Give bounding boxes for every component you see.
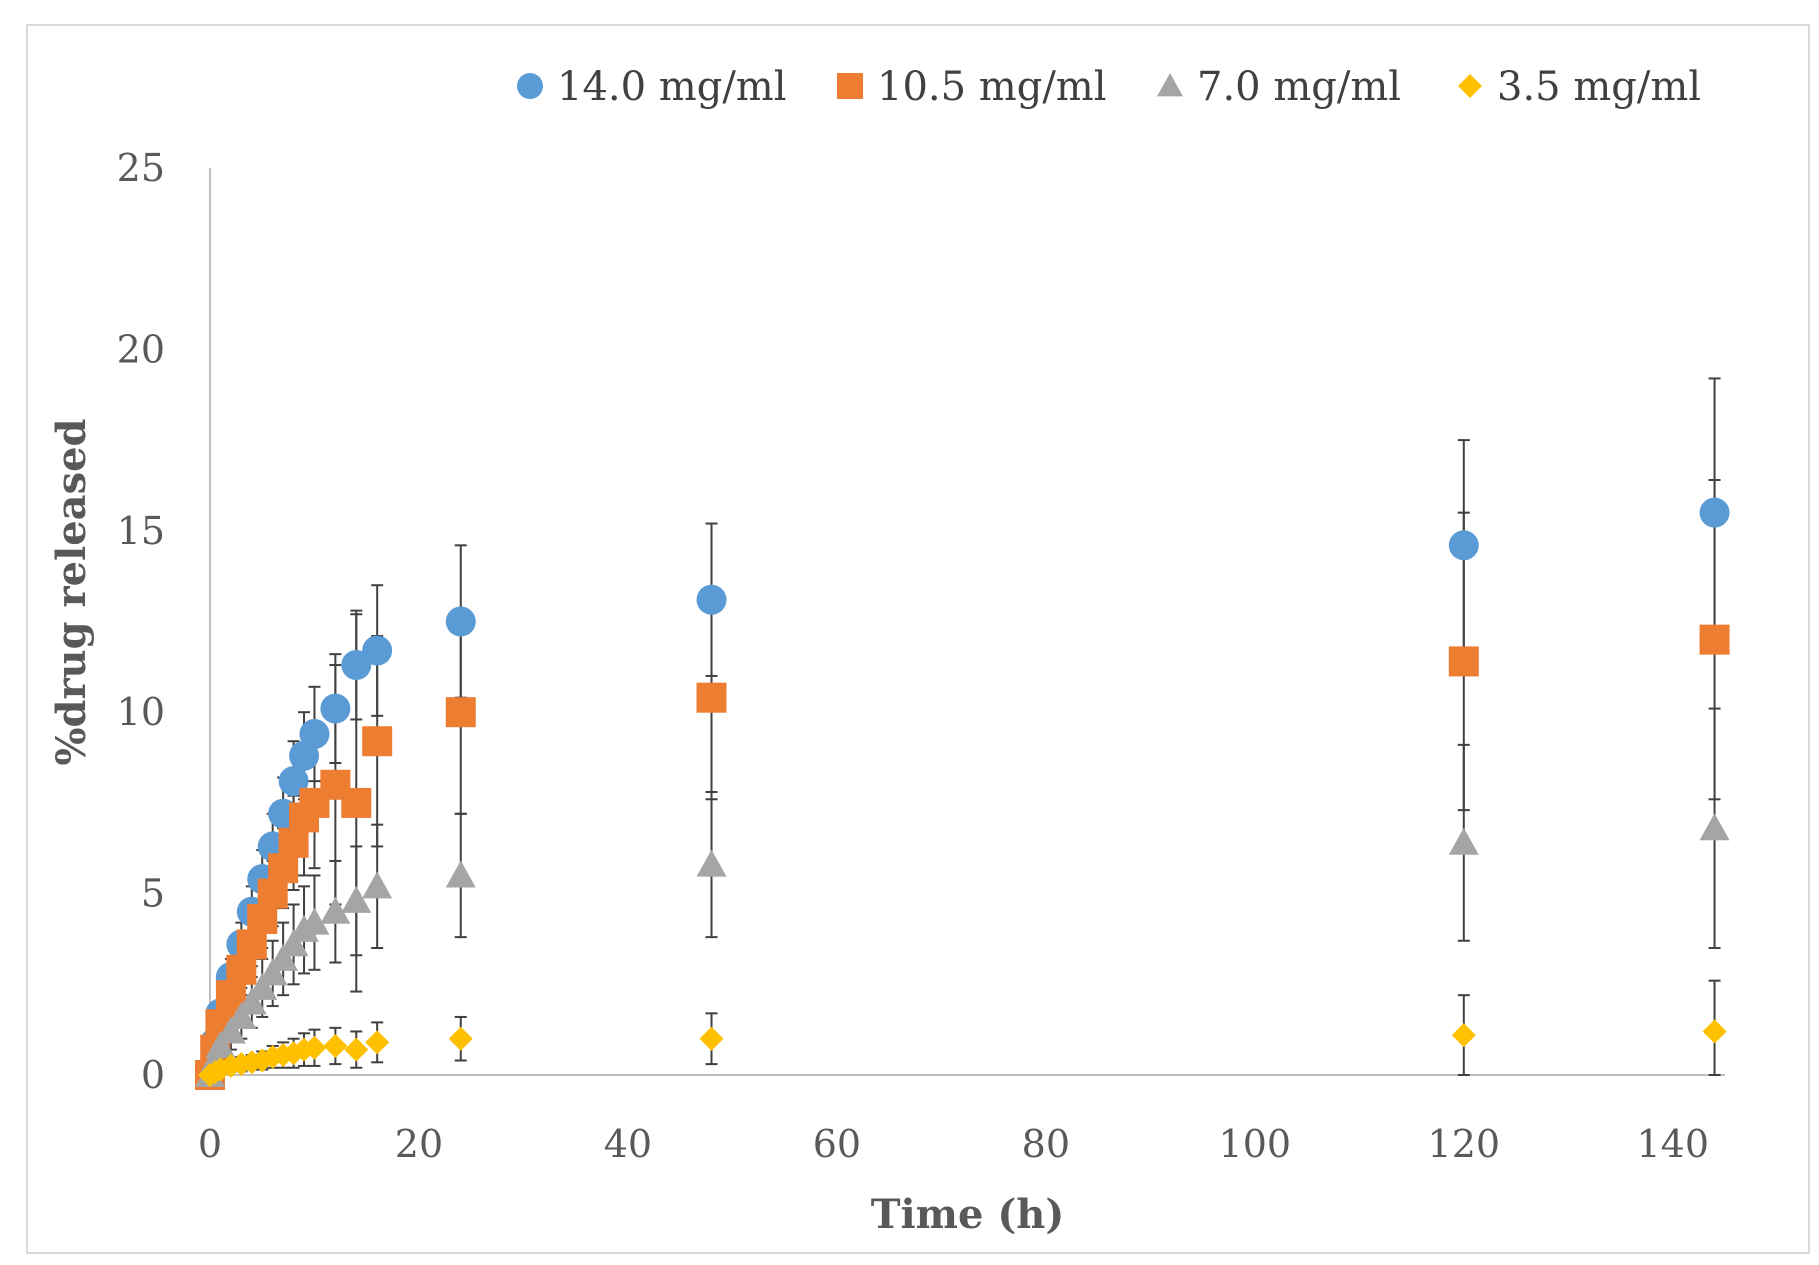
data-point bbox=[445, 860, 476, 888]
data-point bbox=[1448, 646, 1479, 677]
data-point bbox=[205, 1030, 236, 1058]
axes: 0 5 10 15 20 25 0 20 40 60 80 100 120 140 bbox=[117, 146, 1725, 1166]
data-point bbox=[1699, 813, 1730, 841]
chart-frame bbox=[26, 24, 1810, 1254]
data-point bbox=[696, 682, 727, 713]
data-point bbox=[1448, 530, 1479, 561]
data-point bbox=[215, 1016, 246, 1044]
x-tick-labels: 0 20 40 60 80 100 120 140 bbox=[198, 1122, 1709, 1166]
data-point bbox=[278, 827, 309, 858]
legend-label: 10.5 mg/ml bbox=[877, 64, 1107, 110]
data-point bbox=[226, 1001, 257, 1029]
data-point bbox=[320, 896, 351, 924]
data-point bbox=[362, 726, 393, 757]
x-tick-label: 60 bbox=[813, 1122, 861, 1166]
data-point bbox=[696, 584, 727, 615]
error-bars bbox=[209, 377, 1721, 1076]
legend-marker-square-icon bbox=[837, 73, 863, 99]
legend: 14.0 mg/ml 10.5 mg/ml 7.0 mg/ml 3.5 mg/ml bbox=[517, 64, 1701, 110]
data-point bbox=[299, 907, 330, 935]
data-point bbox=[1699, 497, 1730, 528]
data-point bbox=[268, 853, 299, 884]
data-point bbox=[1699, 624, 1730, 655]
data-point bbox=[323, 1033, 348, 1058]
x-tick-label: 20 bbox=[395, 1122, 443, 1166]
y-tick-labels: 0 5 10 15 20 25 bbox=[117, 146, 165, 1097]
data-point bbox=[226, 954, 257, 985]
legend-marker-diamond-icon bbox=[1458, 74, 1482, 98]
series-square bbox=[195, 624, 1730, 1090]
y-tick-label: 5 bbox=[141, 872, 165, 916]
y-axis-title: %drug released bbox=[48, 418, 95, 765]
legend-label: 7.0 mg/ml bbox=[1197, 64, 1401, 110]
legend-item: 14.0 mg/ml bbox=[517, 64, 787, 110]
x-tick-label: 0 bbox=[198, 1122, 222, 1166]
data-point bbox=[257, 878, 288, 909]
series-circle bbox=[195, 497, 1730, 1090]
data-point bbox=[365, 1030, 390, 1055]
data-point bbox=[1451, 1023, 1476, 1048]
legend-item: 3.5 mg/ml bbox=[1458, 64, 1701, 110]
data-point bbox=[236, 987, 267, 1015]
data-point bbox=[278, 929, 309, 957]
data-point bbox=[257, 958, 288, 986]
legend-label: 3.5 mg/ml bbox=[1497, 64, 1701, 110]
data-point bbox=[362, 871, 393, 899]
series-triangle bbox=[195, 813, 1730, 1087]
data-point bbox=[341, 650, 372, 681]
data-point bbox=[448, 1026, 473, 1051]
data-point bbox=[1702, 1019, 1727, 1044]
legend-item: 7.0 mg/ml bbox=[1157, 64, 1401, 110]
data-point bbox=[247, 972, 278, 1000]
y-tick-label: 0 bbox=[141, 1053, 165, 1097]
x-tick-label: 120 bbox=[1428, 1122, 1501, 1166]
data-point bbox=[696, 849, 727, 877]
legend-item: 10.5 mg/ml bbox=[837, 64, 1107, 110]
data-point bbox=[341, 787, 372, 818]
y-tick-label: 25 bbox=[117, 146, 165, 190]
x-tick-label: 100 bbox=[1219, 1122, 1292, 1166]
legend-marker-circle-icon bbox=[517, 73, 543, 99]
data-point bbox=[1448, 827, 1479, 855]
x-tick-label: 80 bbox=[1022, 1122, 1070, 1166]
y-tick-label: 20 bbox=[117, 327, 165, 371]
legend-marker-triangle-icon bbox=[1157, 73, 1183, 97]
data-point bbox=[445, 606, 476, 637]
x-axis-title: Time (h) bbox=[871, 1191, 1065, 1238]
data-point bbox=[344, 1037, 369, 1062]
data-point bbox=[341, 885, 372, 913]
y-tick-label: 15 bbox=[117, 509, 165, 553]
data-point bbox=[445, 697, 476, 728]
data-point bbox=[320, 693, 351, 724]
data-point bbox=[302, 1035, 327, 1060]
x-tick-label: 140 bbox=[1636, 1122, 1709, 1166]
series-diamond bbox=[198, 1019, 1727, 1087]
data-point bbox=[699, 1026, 724, 1051]
data-point bbox=[299, 718, 330, 749]
x-tick-label: 40 bbox=[604, 1122, 652, 1166]
data-point bbox=[268, 943, 299, 971]
y-tick-label: 10 bbox=[117, 690, 165, 734]
legend-label: 14.0 mg/ml bbox=[557, 64, 787, 110]
data-point bbox=[247, 903, 278, 934]
data-point bbox=[362, 635, 393, 666]
data-points bbox=[195, 497, 1730, 1090]
data-point bbox=[236, 929, 267, 960]
